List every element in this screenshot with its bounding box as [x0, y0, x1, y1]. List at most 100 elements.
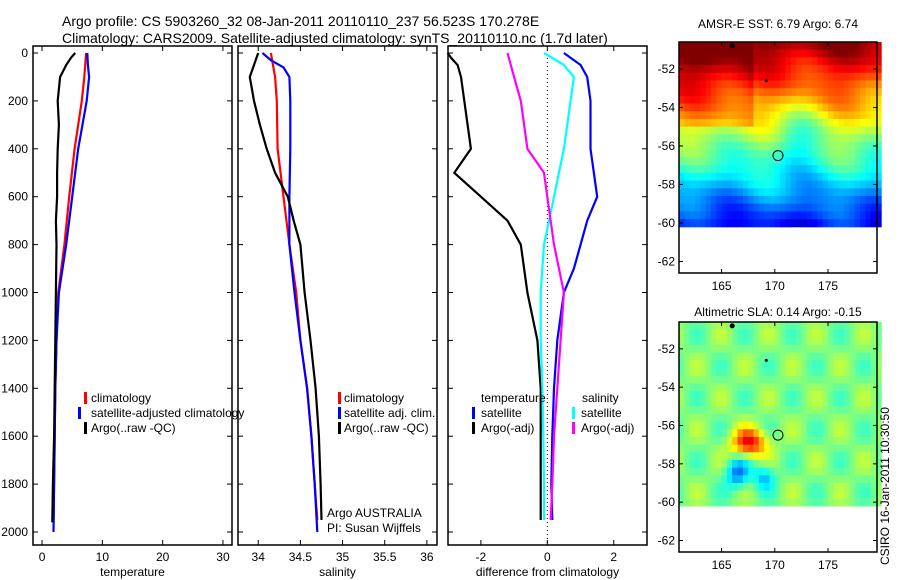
heatmap-cell	[748, 391, 754, 400]
heatmap-cell	[844, 368, 850, 377]
heatmap-cell	[844, 498, 850, 507]
heatmap-cell	[726, 352, 733, 361]
heatmap-cell	[833, 414, 840, 423]
heatmap-cell	[732, 42, 738, 51]
heatmap-cell	[870, 196, 877, 205]
heatmap-cell	[822, 203, 829, 212]
heatmap-cell	[710, 460, 717, 469]
heatmap-cell	[849, 391, 856, 400]
heatmap-cell	[854, 421, 861, 430]
profile-line-argo-raw-qc-	[51, 52, 77, 523]
heatmap-cell	[753, 219, 760, 228]
heatmap-cell	[769, 467, 776, 476]
heatmap-cell	[679, 57, 685, 66]
heatmap-cell	[844, 219, 850, 228]
profile-location-marker	[772, 429, 784, 441]
heatmap-cell	[721, 42, 728, 51]
heatmap-cell	[860, 103, 866, 112]
heatmap-cell	[758, 429, 765, 438]
heatmap-cell	[679, 126, 685, 135]
heatmap-cell	[870, 42, 877, 51]
heatmap-cell	[844, 360, 850, 369]
heatmap-cell	[780, 188, 786, 197]
heatmap-cell	[764, 329, 770, 338]
x-axis-label: salinity	[319, 565, 356, 579]
heatmap-cell	[705, 467, 712, 476]
heatmap-cell	[817, 460, 824, 469]
heatmap-cell	[737, 383, 744, 392]
difference-legend: temperature satellite Argo(-adj) salinit…	[472, 391, 634, 435]
heatmap-cell	[844, 157, 850, 166]
heatmap-cell	[748, 337, 754, 346]
heatmap-cell	[769, 352, 776, 361]
heatmap-cell	[822, 337, 829, 346]
heatmap-cell	[721, 467, 728, 476]
heatmap-cell	[801, 329, 808, 338]
heatmap-cell	[742, 406, 749, 415]
heatmap-cell	[689, 437, 696, 446]
heatmap-cell	[822, 149, 829, 158]
heatmap-cell	[801, 391, 808, 400]
heatmap-cell	[732, 368, 738, 377]
heatmap-cell	[774, 368, 781, 377]
heatmap-cell	[721, 80, 728, 89]
heatmap-cell	[748, 72, 754, 81]
heatmap-cell	[812, 142, 818, 151]
heatmap-cell	[737, 149, 744, 158]
heatmap-cell	[844, 475, 850, 484]
heatmap-cell	[828, 95, 834, 105]
heatmap-cell	[689, 329, 696, 338]
heatmap-cell	[684, 383, 691, 392]
heatmap-cell	[737, 180, 744, 189]
heatmap-cell	[774, 460, 781, 469]
heatmap-cell	[838, 88, 845, 97]
heatmap-cell	[700, 391, 707, 400]
heatmap-cell	[833, 429, 840, 438]
heatmap-cell	[817, 398, 824, 407]
heatmap-cell	[828, 352, 834, 361]
heatmap-cell	[753, 42, 760, 51]
heatmap-cell	[817, 452, 824, 461]
heatmap-cell	[801, 406, 808, 415]
heatmap-cell	[689, 111, 696, 120]
heatmap-cell	[801, 157, 808, 166]
heatmap-cell	[849, 119, 856, 128]
heatmap-cell	[753, 483, 760, 492]
heatmap-cell	[875, 437, 882, 446]
heatmap-cell	[695, 103, 701, 112]
x-tick-label: 35	[336, 550, 350, 564]
heatmap-cell	[721, 65, 728, 74]
heatmap-cell	[812, 498, 818, 507]
heatmap-cell	[838, 421, 845, 430]
heatmap-cell	[838, 142, 845, 151]
heatmap-cell	[812, 322, 818, 331]
heatmap-cell	[764, 337, 770, 346]
heatmap-cell	[860, 460, 866, 469]
heatmap-cell	[780, 80, 786, 89]
heatmap-cell	[806, 126, 813, 135]
heatmap-cell	[732, 142, 738, 151]
heatmap-cell	[721, 88, 728, 97]
heatmap-cell	[764, 398, 770, 407]
heatmap-cell	[748, 452, 754, 461]
heatmap-cell	[870, 119, 877, 128]
heatmap-cell	[748, 498, 754, 507]
heatmap-cell	[822, 196, 829, 205]
heatmap-cell	[758, 80, 765, 89]
heatmap-cell	[695, 134, 701, 143]
heatmap-cell	[705, 391, 712, 400]
heatmap-cell	[705, 345, 712, 354]
heatmap-cell	[700, 437, 707, 446]
heatmap-cell	[732, 398, 738, 407]
heatmap-cell	[732, 72, 738, 81]
heatmap-cell	[790, 95, 797, 105]
heatmap-cell	[865, 149, 872, 158]
heatmap-cell	[774, 219, 781, 228]
heatmap-cell	[769, 211, 776, 220]
heatmap-cell	[785, 337, 792, 346]
heatmap-cell	[870, 483, 877, 492]
heatmap-cell	[817, 345, 824, 354]
heatmap-cell	[833, 180, 840, 189]
heatmap-cell	[774, 406, 781, 415]
temperature-legend: climatology satellite-adjusted climatolo…	[78, 391, 244, 435]
